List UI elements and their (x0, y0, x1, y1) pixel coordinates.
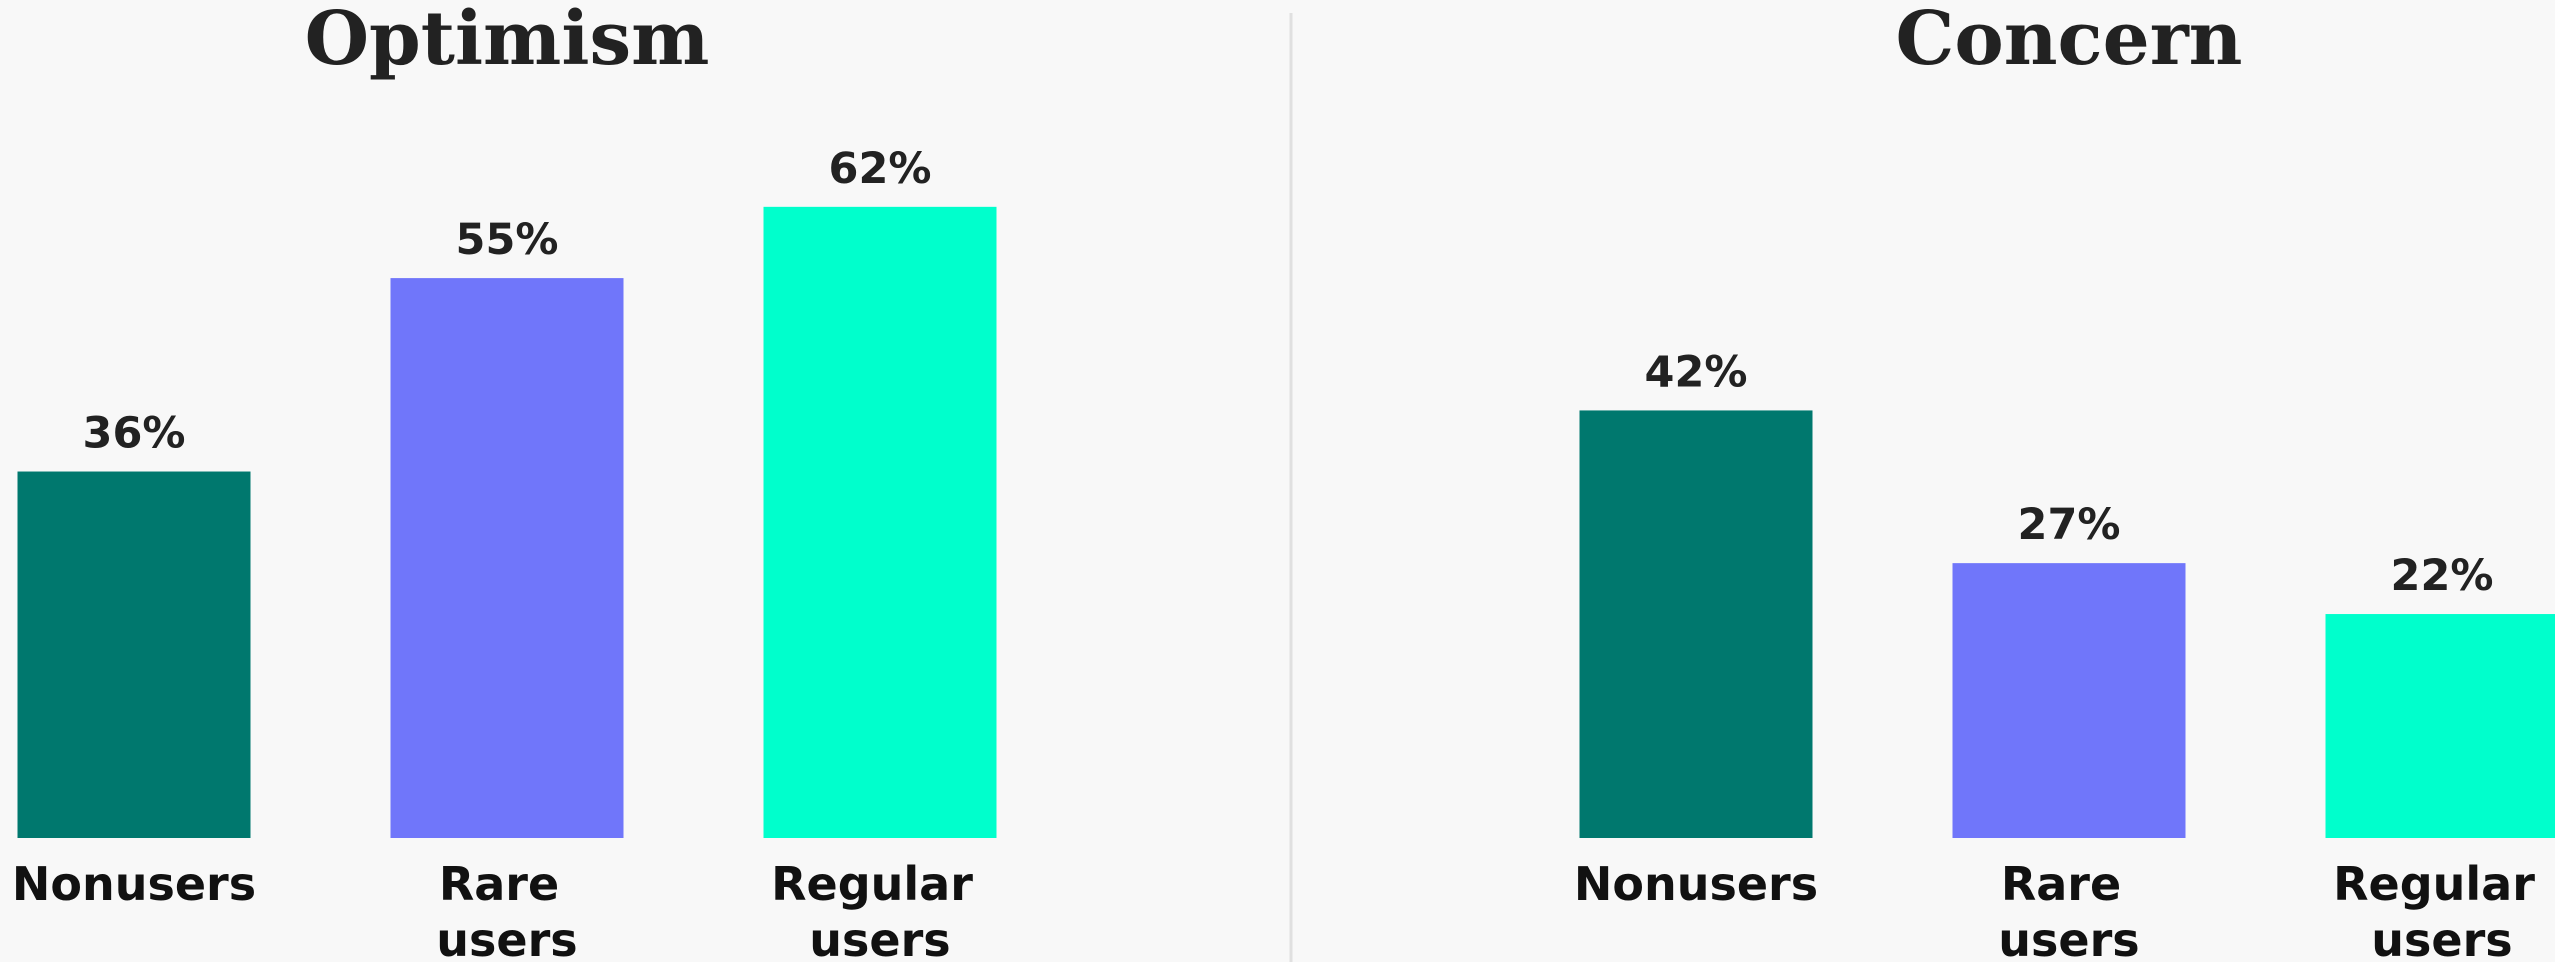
value-label: 42% (1645, 347, 1748, 397)
value-label: 22% (2391, 551, 2494, 601)
chart-title: Concern (1896, 0, 2243, 82)
value-label: 27% (2018, 500, 2121, 550)
bar (1579, 410, 1813, 838)
bar (390, 278, 624, 839)
category-label: Nonusers (1574, 857, 1818, 911)
bar (1952, 563, 2186, 838)
bar (17, 471, 251, 838)
category-label: Nonusers (12, 857, 256, 911)
category-label: Regular users (771, 857, 989, 962)
category-label: Regular users (2333, 857, 2551, 962)
category-label: Rare users (1998, 857, 2139, 962)
chart-title: Optimism (305, 0, 710, 82)
value-label: 55% (456, 215, 559, 265)
category-label: Rare users (436, 857, 577, 962)
value-label: 62% (829, 144, 932, 194)
bar (763, 206, 997, 839)
value-label: 36% (83, 409, 186, 459)
bar (2325, 614, 2555, 838)
